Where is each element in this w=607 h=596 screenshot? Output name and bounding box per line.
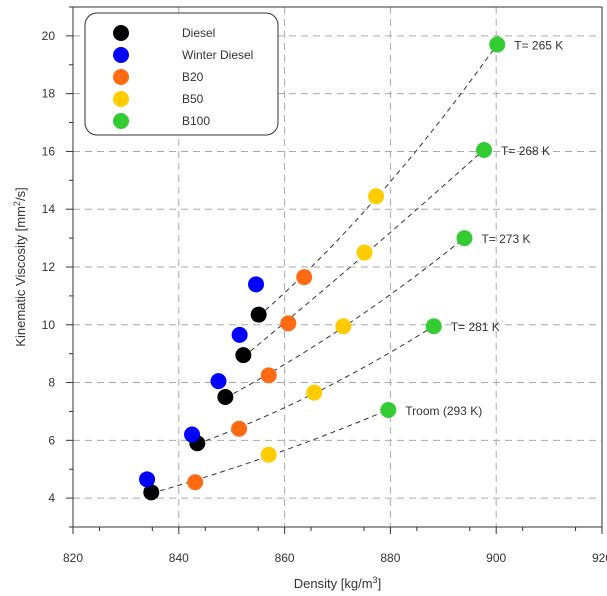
legend: Diesel Winter Diesel B20 B50 B100 (84, 12, 279, 136)
isotherm-label: T= 265 K (514, 39, 563, 53)
x-tick-label: 860 (275, 551, 295, 565)
isotherm-label: T= 268 K (501, 144, 550, 158)
x-tick-label: 880 (380, 551, 400, 565)
y-tick-label: 6 (48, 433, 55, 447)
y-tick-label: 20 (42, 29, 56, 43)
x-axis-label: Density [kg/m3] (294, 575, 381, 591)
legend-label: Diesel (182, 26, 215, 40)
y-tick-label: 8 (48, 376, 55, 390)
isotherm-curve (258, 43, 498, 317)
legend-marker (113, 69, 129, 85)
legend-label: B50 (182, 92, 204, 106)
legend-marker (113, 47, 129, 63)
data-point (231, 326, 248, 343)
data-point (139, 471, 156, 488)
data-point (335, 318, 352, 335)
x-tick-label: 900 (486, 551, 506, 565)
y-tick-label: 10 (42, 318, 56, 332)
data-point (210, 373, 227, 390)
y-tick-label: 14 (42, 202, 56, 216)
y-tick-label: 12 (42, 260, 56, 274)
data-point (456, 230, 473, 247)
data-point (280, 315, 297, 332)
data-point (260, 446, 277, 463)
data-point (489, 36, 506, 53)
legend-label: B20 (182, 70, 204, 84)
y-tick-label: 16 (42, 144, 56, 158)
data-points (139, 36, 506, 501)
data-point (143, 484, 160, 501)
x-tick-label: 820 (63, 551, 83, 565)
data-point (231, 420, 248, 437)
legend-label: Winter Diesel (182, 48, 253, 62)
data-point (368, 188, 385, 205)
legend-box (84, 12, 279, 136)
y-tick-label: 18 (42, 87, 56, 101)
data-point (306, 384, 323, 401)
data-point (425, 318, 442, 335)
isotherm-label: Troom (293 K) (405, 404, 482, 418)
isotherm-label: T= 281 K (451, 320, 500, 334)
legend-marker (113, 113, 129, 129)
data-point (296, 269, 313, 286)
data-point (356, 244, 373, 261)
legend-marker (113, 91, 129, 107)
y-tick-label: 4 (48, 491, 55, 505)
data-point (235, 347, 252, 364)
data-point (217, 389, 234, 405)
data-point (248, 276, 265, 293)
data-point (476, 142, 493, 158)
x-tick-label: 840 (169, 551, 189, 565)
isotherm-label: T= 273 K (481, 232, 530, 246)
data-point (260, 367, 277, 384)
data-point (380, 402, 397, 418)
data-point (250, 306, 267, 323)
x-tick-label: 920 (592, 551, 607, 565)
y-axis-label: Kinematic Viscosity [mm2/s] (12, 187, 28, 346)
isotherm-curve (151, 409, 389, 494)
axis-ticks: 820 840 860 880 900 920 4 6 8 10 12 14 16 18 20 (42, 6, 607, 565)
isotherm-labels: Troom (293 K) T= 281 K T= 273 K T= 268 K T= … (405, 39, 563, 418)
data-point (184, 426, 201, 443)
legend-marker (113, 25, 129, 41)
legend-label: B100 (182, 114, 210, 128)
data-point (187, 474, 204, 491)
